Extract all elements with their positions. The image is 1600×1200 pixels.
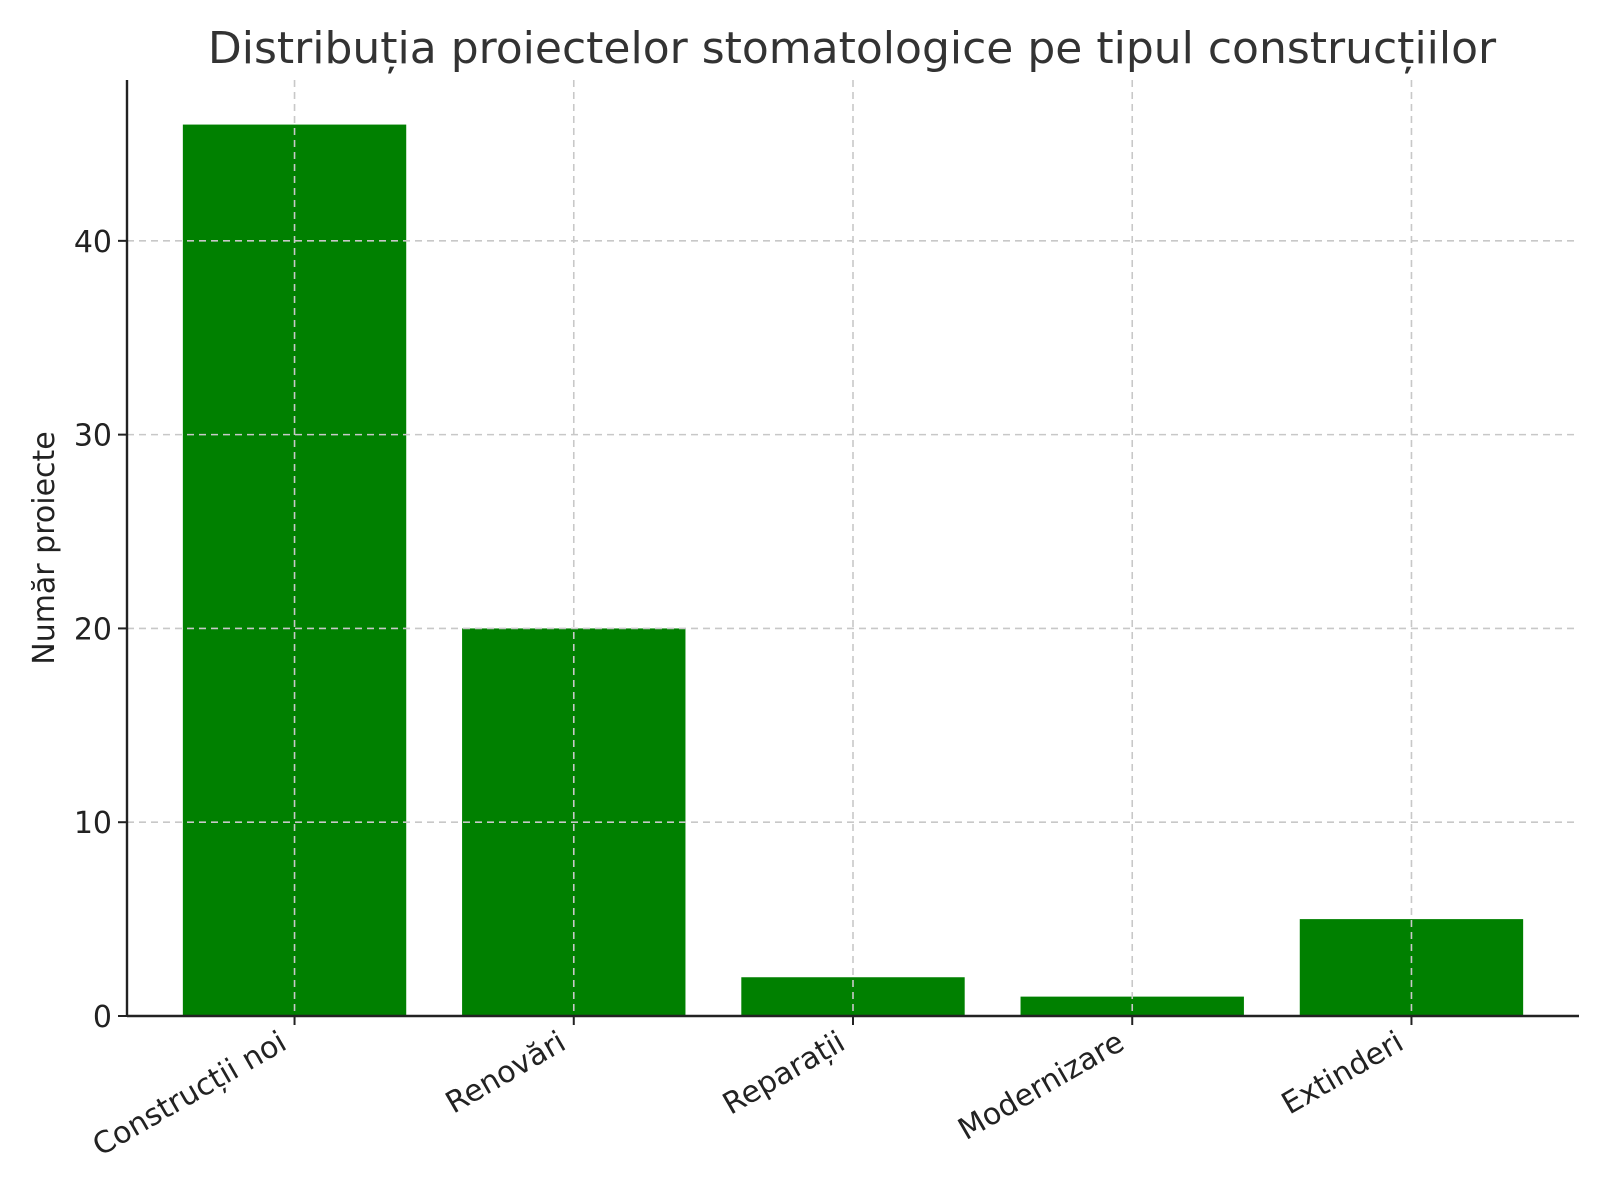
y-tick-label-0: 0 bbox=[93, 1000, 112, 1035]
bars bbox=[182, 124, 1524, 1017]
y-tick-label-4: 40 bbox=[74, 225, 112, 260]
gridlines bbox=[127, 80, 1579, 1016]
axes bbox=[118, 80, 1579, 1025]
x-tick-label-3: Modernizare bbox=[952, 1025, 1130, 1148]
y-axis-label: Număr proiecte bbox=[27, 431, 62, 665]
x-tick-label-0: Construcții noi bbox=[87, 1025, 293, 1164]
chart-title: Distribuția proiectelor stomatologice pe… bbox=[208, 23, 1497, 74]
x-tick-label-1: Renovări bbox=[440, 1025, 572, 1121]
bar-0 bbox=[182, 124, 407, 1017]
x-tick-label-2: Reparații bbox=[717, 1025, 851, 1123]
y-tick-label-2: 20 bbox=[74, 612, 112, 647]
x-tick-label-4: Extinderi bbox=[1276, 1025, 1410, 1122]
y-tick-label-3: 30 bbox=[74, 419, 112, 454]
y-tick-label-1: 10 bbox=[74, 806, 112, 841]
